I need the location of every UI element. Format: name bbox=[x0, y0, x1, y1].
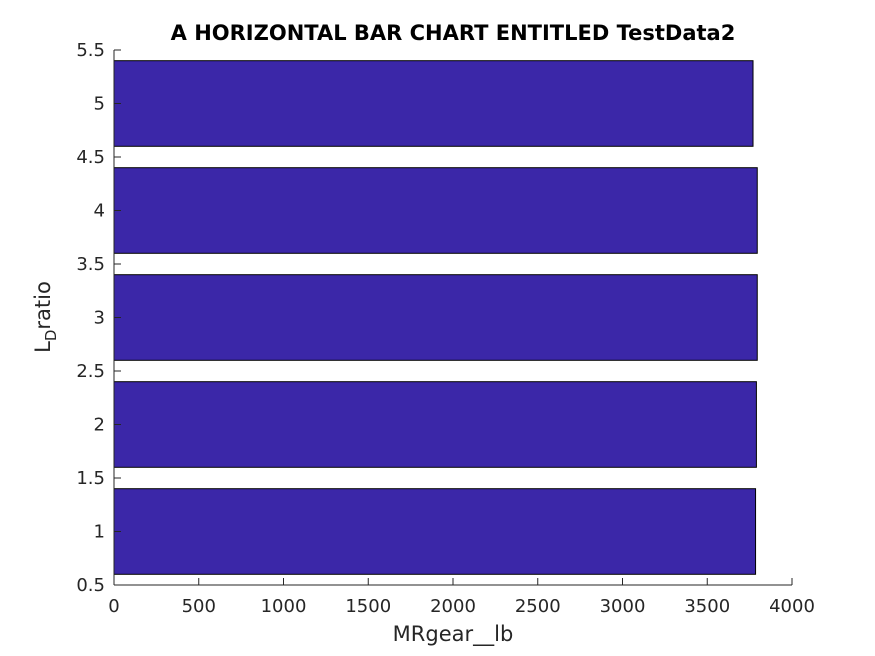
y-tick-label: 0.5 bbox=[76, 575, 105, 596]
bar-2 bbox=[113, 381, 757, 468]
y-tick-label: 5 bbox=[94, 94, 105, 115]
x-tick-label: 4000 bbox=[769, 596, 815, 617]
chart-title: A HORIZONTAL BAR CHART ENTITLED TestData… bbox=[171, 21, 736, 45]
x-tick-label: 2500 bbox=[515, 596, 561, 617]
bar-3 bbox=[113, 274, 758, 361]
x-tick-label: 3500 bbox=[684, 596, 730, 617]
bar-5 bbox=[113, 60, 754, 147]
y-axis-label-main: L bbox=[31, 341, 55, 353]
x-tick-label: 1000 bbox=[261, 596, 307, 617]
x-tick-label: 2000 bbox=[430, 596, 476, 617]
x-tick-label: 500 bbox=[182, 596, 216, 617]
x-tick-label: 3000 bbox=[600, 596, 646, 617]
y-axis-label-suffix: ratio bbox=[31, 281, 55, 329]
bars-group bbox=[113, 60, 758, 575]
x-tick-label: 0 bbox=[108, 596, 119, 617]
y-tick-label: 5.5 bbox=[76, 40, 105, 61]
bar-4 bbox=[113, 167, 758, 254]
y-tick-label: 4 bbox=[94, 201, 105, 222]
y-axis-label: LDratio bbox=[31, 281, 60, 353]
y-tick-label: 1.5 bbox=[76, 468, 105, 489]
y-ticks-group: 0.5 1 1.5 2 2.5 3 3.5 4 4.5 5 5.5 bbox=[76, 40, 121, 596]
y-tick-label: 2.5 bbox=[76, 361, 105, 382]
y-tick-label: 3.5 bbox=[76, 254, 105, 275]
x-tick-label: 1500 bbox=[345, 596, 391, 617]
x-axis-label: MRgear__lb bbox=[393, 622, 514, 647]
y-tick-label: 1 bbox=[94, 522, 105, 543]
bar-1 bbox=[113, 488, 757, 575]
y-tick-label: 4.5 bbox=[76, 147, 105, 168]
y-tick-label: 2 bbox=[94, 415, 105, 436]
y-axis-label-subscript: D bbox=[42, 330, 60, 342]
x-ticks-group: 0 500 1000 1500 2000 2500 3000 3500 4000 bbox=[108, 578, 815, 617]
y-tick-label: 3 bbox=[94, 308, 105, 329]
